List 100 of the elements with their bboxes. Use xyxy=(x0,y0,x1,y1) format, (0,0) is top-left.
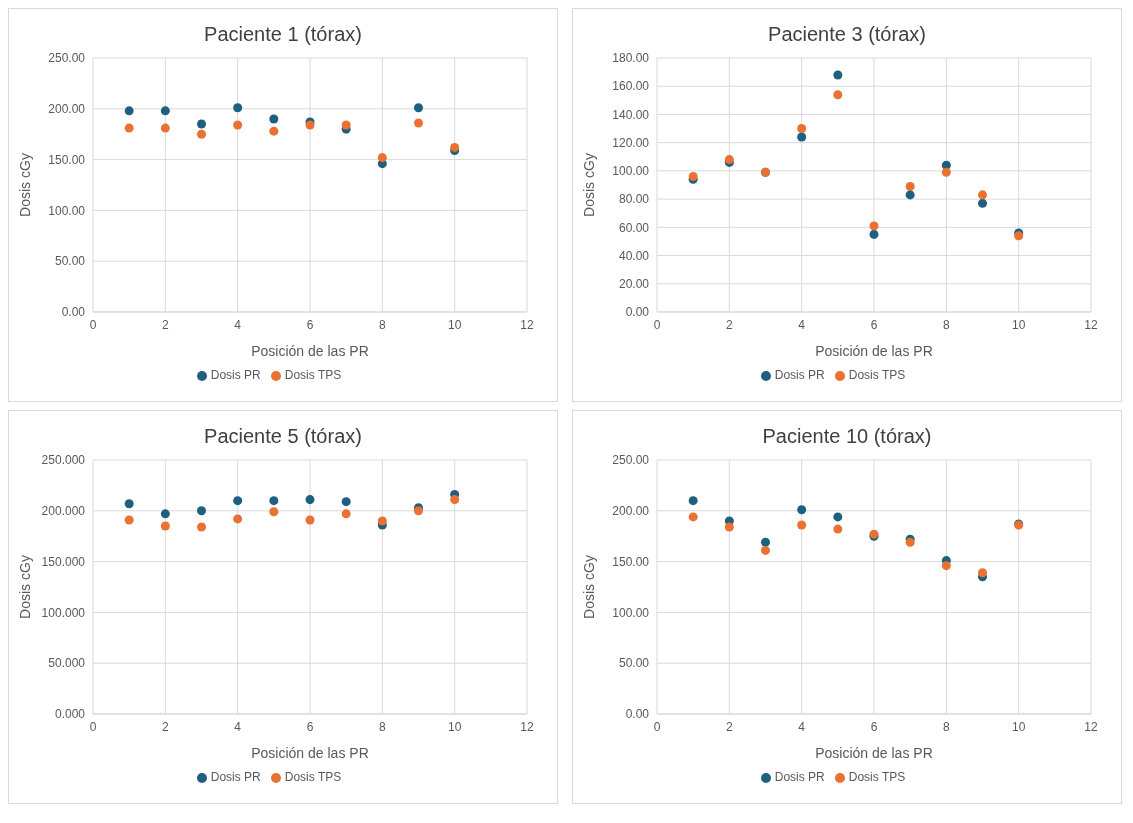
y-axis-title: Dosis cGy xyxy=(580,153,597,217)
y-tick-label: 250.00 xyxy=(612,453,650,468)
point xyxy=(833,524,843,534)
point xyxy=(377,516,387,526)
legend-label: Dosis TPS xyxy=(848,770,906,784)
point xyxy=(160,521,170,531)
x-tick-label: 4 xyxy=(234,719,242,734)
point xyxy=(760,537,771,547)
point xyxy=(977,568,988,578)
y-tick-label: 200.00 xyxy=(612,504,650,519)
y-tick-label: 100.00 xyxy=(48,203,86,218)
point xyxy=(377,153,387,163)
chart-title: Paciente 1 (tórax) xyxy=(203,23,363,46)
y-tick-label: 150.00 xyxy=(612,554,650,569)
point xyxy=(688,512,698,522)
point xyxy=(341,120,351,130)
point xyxy=(413,103,424,113)
y-tick-label: 180.00 xyxy=(612,51,650,66)
y-tick-label: 0.00 xyxy=(625,305,650,320)
x-tick-label: 2 xyxy=(161,317,169,332)
y-tick-label: 250.000 xyxy=(41,453,86,468)
point xyxy=(269,126,279,136)
y-tick-label: 160.00 xyxy=(612,79,650,94)
x-tick-label: 2 xyxy=(725,317,733,332)
x-tick-label: 12 xyxy=(1084,317,1098,332)
y-tick-label: 40.00 xyxy=(618,248,650,263)
y-tick-label: 50.000 xyxy=(48,656,86,671)
x-tick-label: 4 xyxy=(798,317,806,332)
x-tick-label: 0 xyxy=(89,719,97,734)
point xyxy=(233,514,243,524)
x-tick-label: 12 xyxy=(520,317,534,332)
point xyxy=(269,507,279,517)
point xyxy=(269,496,279,506)
legend-label: Dosis PR xyxy=(774,770,825,784)
legend-label: Dosis PR xyxy=(210,368,261,382)
x-tick-label: 8 xyxy=(942,719,950,734)
point xyxy=(977,190,988,200)
x-tick-label: 6 xyxy=(870,317,878,332)
point xyxy=(905,181,915,191)
x-tick-label: 0 xyxy=(653,719,661,734)
x-tick-label: 6 xyxy=(306,719,314,734)
point xyxy=(869,221,879,231)
point xyxy=(797,124,807,134)
y-axis-title: Dosis cGy xyxy=(16,555,33,619)
x-axis-title: Posición de las PR xyxy=(815,343,933,359)
y-tick-label: 50.00 xyxy=(618,656,650,671)
x-tick-label: 10 xyxy=(447,719,462,734)
point xyxy=(941,561,951,571)
y-tick-label: 0.00 xyxy=(61,305,86,320)
x-tick-label: 0 xyxy=(89,317,97,332)
x-axis-title: Posición de las PR xyxy=(815,745,933,761)
y-tick-label: 150.000 xyxy=(41,554,86,569)
point xyxy=(305,495,315,505)
y-tick-label: 200.000 xyxy=(41,504,86,519)
x-axis-title: Posición de las PR xyxy=(251,343,369,359)
x-axis-title: Posición de las PR xyxy=(251,745,369,761)
point xyxy=(233,496,243,506)
point xyxy=(269,114,279,124)
y-tick-label: 250.00 xyxy=(48,51,86,66)
point xyxy=(977,198,988,208)
x-tick-label: 4 xyxy=(798,719,806,734)
point xyxy=(233,120,243,130)
point xyxy=(341,509,351,519)
point xyxy=(797,520,807,530)
y-tick-label: 80.00 xyxy=(618,192,650,207)
y-tick-label: 150.00 xyxy=(48,152,86,167)
x-tick-label: 8 xyxy=(942,317,950,332)
point xyxy=(233,103,243,113)
x-tick-label: 12 xyxy=(1084,719,1098,734)
point xyxy=(833,90,843,100)
y-tick-label: 100.000 xyxy=(41,605,86,620)
y-tick-label: 100.00 xyxy=(612,605,650,620)
y-tick-label: 200.00 xyxy=(48,102,86,117)
point xyxy=(160,123,170,133)
point xyxy=(760,545,771,555)
y-tick-label: 100.00 xyxy=(612,164,650,179)
point xyxy=(196,119,207,129)
point xyxy=(797,132,807,142)
y-tick-label: 50.00 xyxy=(54,254,86,269)
point xyxy=(413,118,424,128)
x-tick-label: 8 xyxy=(378,719,386,734)
point xyxy=(941,167,951,177)
point xyxy=(124,123,134,133)
point xyxy=(160,509,170,519)
y-tick-label: 140.00 xyxy=(612,107,650,122)
legend-label: Dosis TPS xyxy=(284,770,342,784)
point xyxy=(688,496,698,506)
x-tick-label: 4 xyxy=(234,317,242,332)
y-tick-label: 60.00 xyxy=(618,220,650,235)
point xyxy=(124,515,134,525)
x-tick-label: 10 xyxy=(1011,719,1026,734)
point xyxy=(196,129,207,139)
y-tick-label: 0.000 xyxy=(54,707,86,722)
y-tick-label: 120.00 xyxy=(612,135,650,150)
x-tick-label: 2 xyxy=(161,719,169,734)
x-tick-label: 6 xyxy=(306,317,314,332)
y-tick-label: 20.00 xyxy=(618,277,650,292)
point xyxy=(160,106,170,116)
legend-label: Dosis TPS xyxy=(848,368,906,382)
point xyxy=(797,505,807,515)
